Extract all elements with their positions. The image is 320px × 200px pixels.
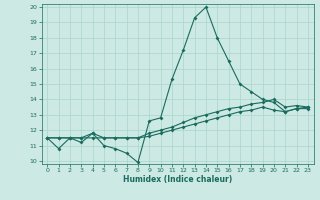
- X-axis label: Humidex (Indice chaleur): Humidex (Indice chaleur): [123, 175, 232, 184]
